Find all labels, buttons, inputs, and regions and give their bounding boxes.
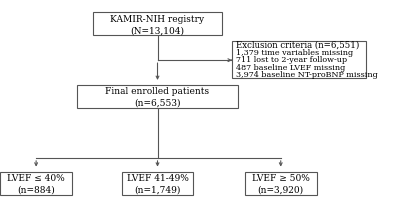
Text: LVEF ≥ 50%: LVEF ≥ 50% [252,173,310,182]
Text: 1,379 time variables missing: 1,379 time variables missing [236,48,354,56]
Text: 487 baseline LVEF missing: 487 baseline LVEF missing [236,63,346,71]
FancyBboxPatch shape [76,85,238,108]
FancyBboxPatch shape [122,172,193,195]
Text: LVEF 41-49%: LVEF 41-49% [126,173,188,182]
Text: Final enrolled patients: Final enrolled patients [106,87,210,96]
FancyBboxPatch shape [245,172,317,195]
Text: LVEF ≤ 40%: LVEF ≤ 40% [7,173,65,182]
Text: 3,974 baseline NT-proBNP missing: 3,974 baseline NT-proBNP missing [236,71,378,79]
FancyBboxPatch shape [93,13,222,36]
Text: (N=13,104): (N=13,104) [130,26,184,35]
Text: (n=3,920): (n=3,920) [258,185,304,194]
Text: KAMIR-NIH registry: KAMIR-NIH registry [110,15,204,23]
FancyBboxPatch shape [232,41,366,78]
Text: (n=6,553): (n=6,553) [134,98,181,107]
Text: Exclusion criteria (n=6,551): Exclusion criteria (n=6,551) [236,41,360,49]
Text: (n=884): (n=884) [17,185,55,194]
Text: 711 lost to 2-year follow-up: 711 lost to 2-year follow-up [236,56,348,64]
FancyBboxPatch shape [0,172,72,195]
Text: (n=1,749): (n=1,749) [134,185,181,194]
